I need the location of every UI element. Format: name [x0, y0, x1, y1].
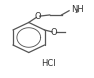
Text: O: O — [35, 12, 41, 21]
Text: O: O — [50, 28, 57, 37]
Text: HCl: HCl — [42, 59, 56, 68]
Text: 2: 2 — [75, 9, 79, 14]
Text: NH: NH — [71, 5, 83, 14]
